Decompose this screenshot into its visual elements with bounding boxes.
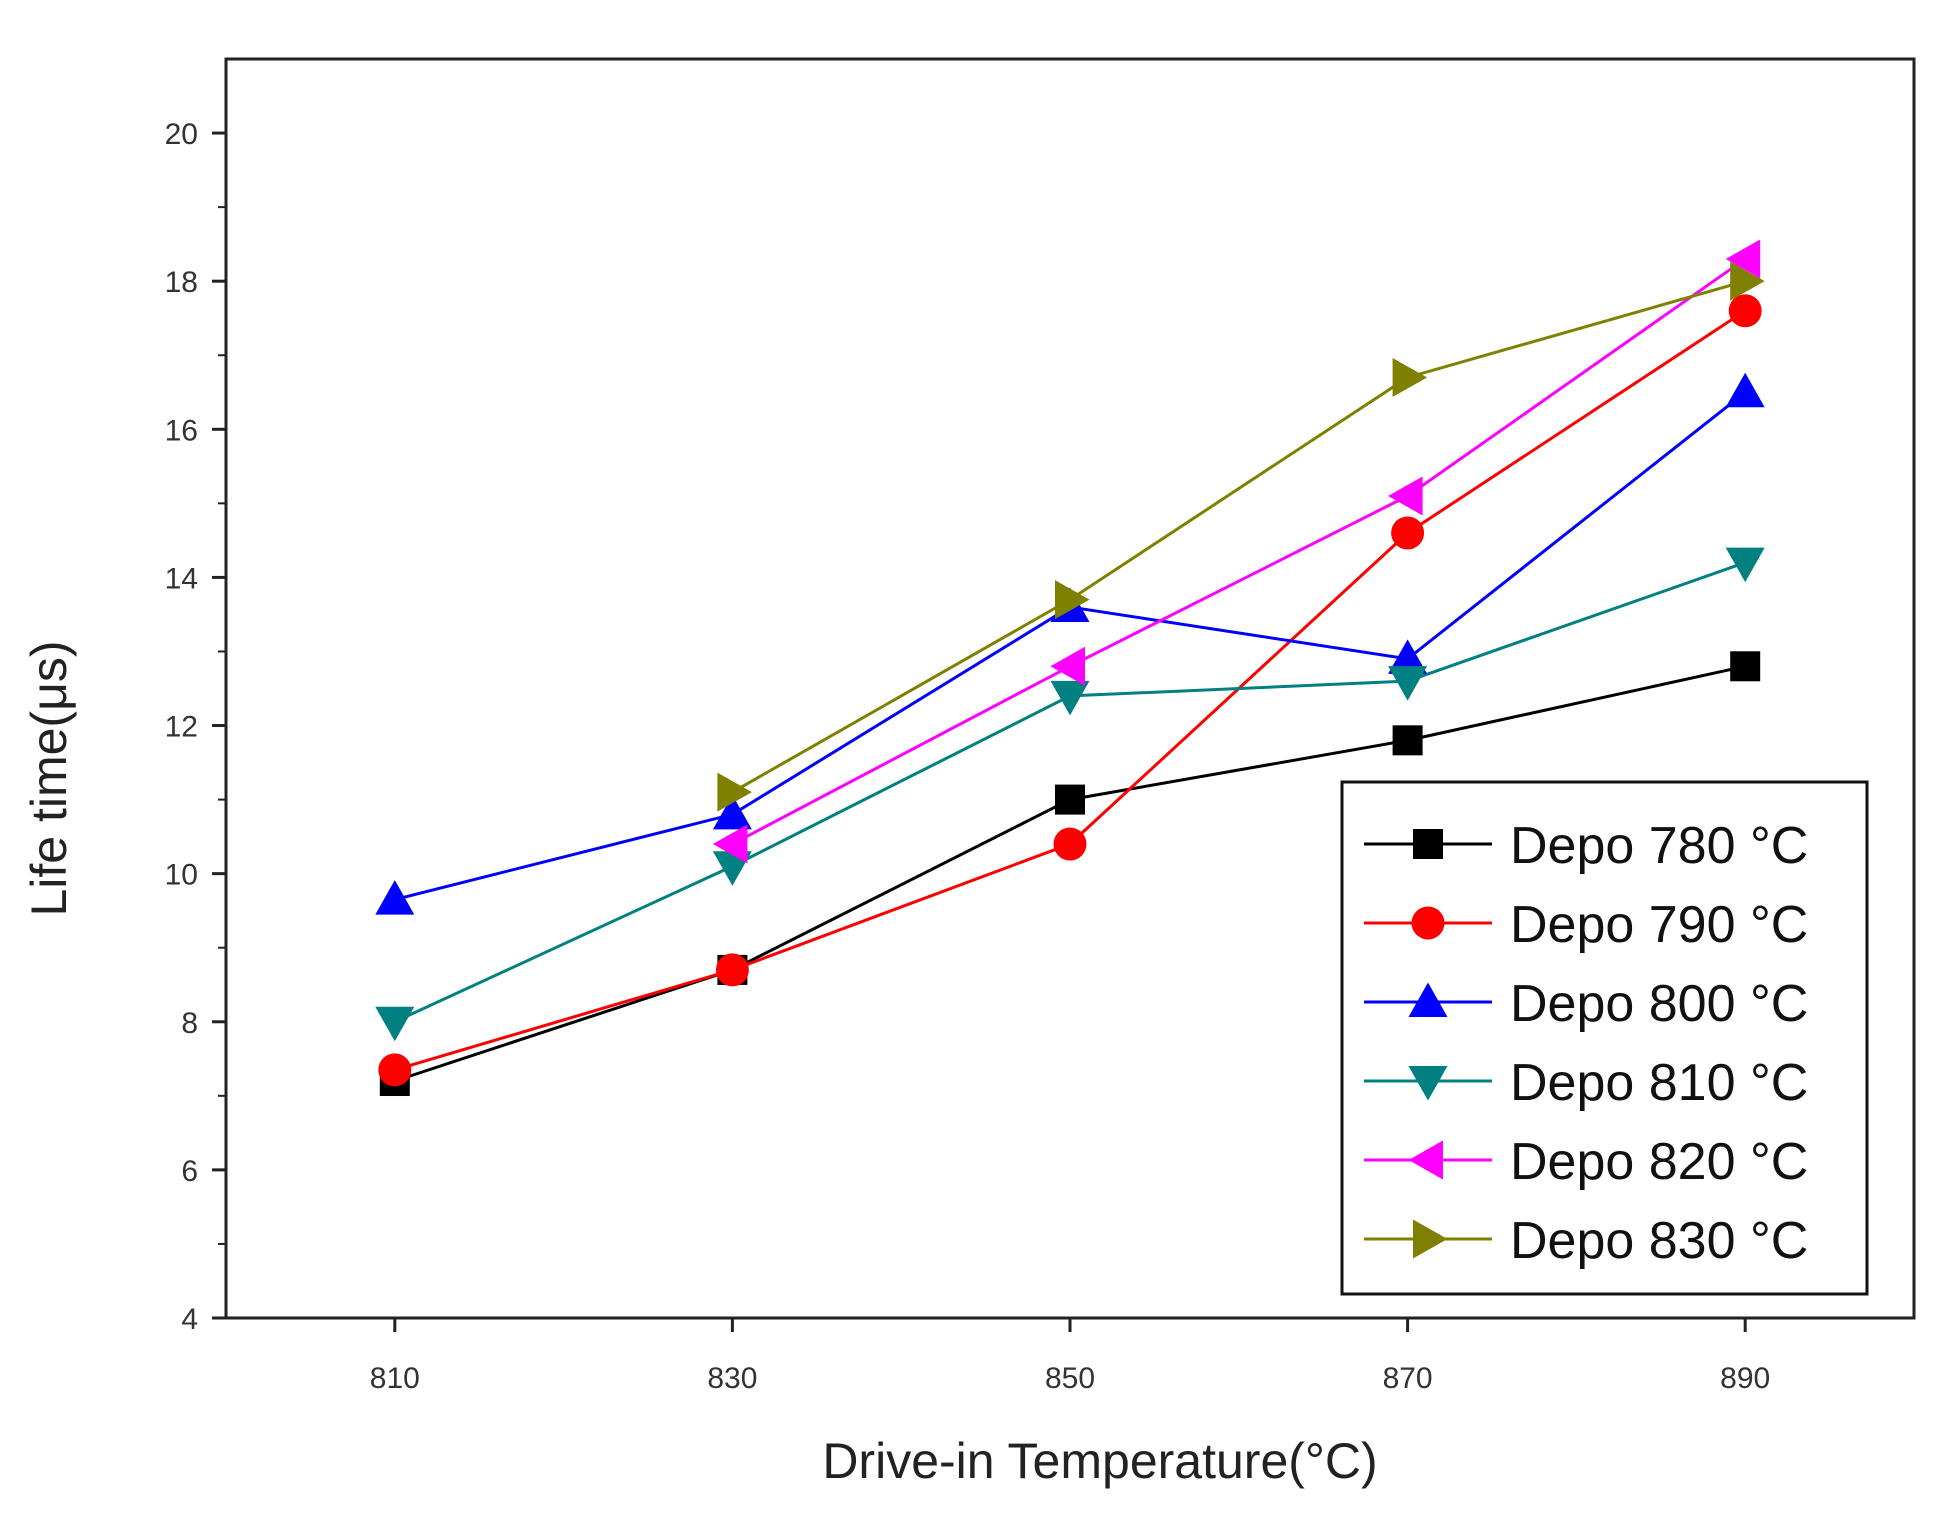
data-point-series-2 (1388, 639, 1428, 674)
legend-label-5: Depo 830 °C (1510, 1212, 1808, 1270)
data-point-series-0 (1055, 784, 1085, 815)
data-point-series-4 (1388, 476, 1423, 516)
y-tick-label: 4 (181, 1303, 198, 1336)
data-point-series-3 (1388, 666, 1428, 701)
legend-marker-4 (1408, 1140, 1443, 1180)
legend-label-2: Depo 800 °C (1510, 975, 1808, 1033)
data-point-series-4 (712, 824, 748, 864)
legend-marker-5 (1413, 1219, 1448, 1259)
y-axis-title: Life time(μs) (21, 640, 77, 916)
data-point-series-1 (378, 1053, 412, 1087)
legend: Depo 780 °C Depo 790 °C Depo 800 °C Depo 81… (1340, 780, 1869, 1296)
data-point-series-3 (375, 1006, 415, 1042)
series-line-5 (731, 279, 1746, 794)
data-point-series-1 (1728, 294, 1762, 328)
y-tick-label: 14 (165, 562, 198, 595)
legend-marker-1 (1411, 906, 1445, 940)
data-point-series-1 (1391, 516, 1425, 550)
data-point-series-1 (715, 953, 749, 987)
y-tick-label: 12 (165, 711, 198, 744)
data-point-series-0 (1392, 725, 1423, 756)
legend-label-0: Depo 780 °C (1510, 817, 1808, 875)
x-tick-label: 830 (707, 1362, 757, 1395)
legend-marker-2 (1408, 982, 1448, 1017)
y-tick-label: 16 (165, 414, 198, 447)
x-axis-title: Drive-in Temperature(°C) (822, 1433, 1377, 1489)
data-point-series-4 (1725, 239, 1761, 279)
y-tick-label: 20 (165, 118, 198, 151)
legend-label-3: Depo 810 °C (1510, 1054, 1808, 1112)
y-tick-label: 18 (165, 266, 198, 299)
data-point-series-5 (1392, 357, 1428, 397)
x-axis: 810 830 850 870 890 (370, 1318, 1770, 1395)
y-tick-label: 10 (165, 859, 198, 892)
y-tick-label: 8 (181, 1007, 198, 1040)
data-point-series-5 (1730, 261, 1765, 301)
data-point-series-3 (1050, 680, 1090, 716)
data-point-series-2 (1725, 372, 1765, 408)
series-markers (375, 239, 1765, 1097)
y-tick-label: 6 (181, 1155, 198, 1188)
legend-marker-3 (1408, 1066, 1448, 1101)
legend-label-1: Depo 790 °C (1510, 896, 1808, 954)
series-line-4 (731, 257, 1747, 846)
legend-marker-0 (1413, 829, 1443, 859)
data-point-series-5 (1055, 580, 1090, 620)
data-point-series-5 (717, 772, 752, 812)
x-tick-label: 870 (1383, 1362, 1433, 1395)
data-point-series-1 (1053, 827, 1087, 861)
legend-box (1340, 780, 1869, 1296)
data-point-series-3 (1725, 547, 1765, 583)
data-point-series-0 (1730, 651, 1761, 682)
x-tick-label: 890 (1720, 1362, 1770, 1395)
x-tick-label: 850 (1045, 1362, 1095, 1395)
x-tick-label: 810 (370, 1362, 420, 1395)
y-axis: 4 6 8 10 12 14 16 18 20 (165, 118, 226, 1336)
legend-label-4: Depo 820 °C (1510, 1133, 1808, 1191)
data-point-series-2 (712, 794, 752, 830)
data-point-series-2 (375, 880, 415, 915)
data-point-series-4 (1050, 646, 1085, 686)
